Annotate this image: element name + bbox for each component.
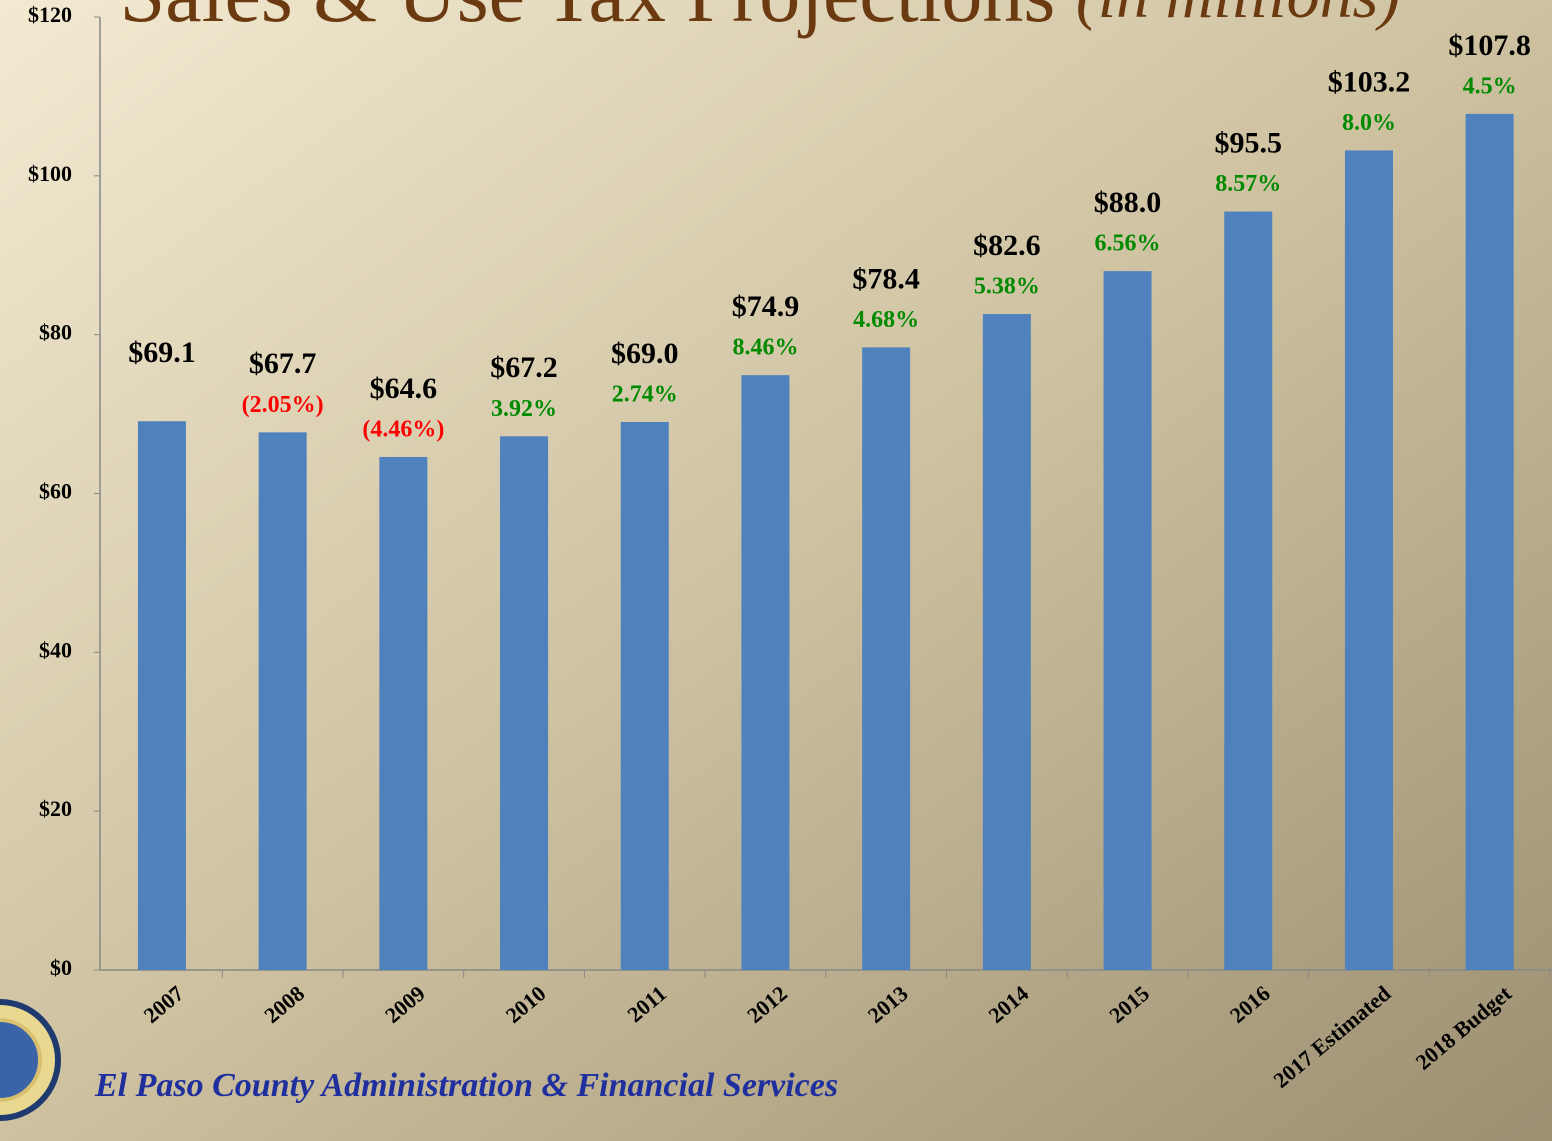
- title-main: Sales & Use Tax Projections: [120, 0, 1056, 39]
- y-tick-label: $100: [28, 161, 72, 186]
- title-sub: (in millions): [1076, 0, 1401, 32]
- value-label: $88.0: [1094, 186, 1162, 219]
- value-label: $95.5: [1215, 126, 1283, 159]
- growth-label: 4.68%: [853, 307, 919, 333]
- footer: El Paso County Administration & Financia…: [94, 1067, 838, 1104]
- growth-label: (2.05%): [242, 392, 324, 418]
- growth-label: 4.5%: [1463, 73, 1517, 99]
- value-label: $64.6: [370, 372, 438, 405]
- growth-label: 5.38%: [974, 274, 1040, 300]
- bar: [1465, 113, 1514, 971]
- growth-label: 8.0%: [1342, 110, 1396, 136]
- bar: [379, 456, 428, 970]
- value-label: $82.6: [973, 229, 1041, 262]
- y-tick-label: $20: [39, 796, 72, 821]
- seal: [0, 999, 61, 1121]
- value-label: $69.0: [611, 337, 679, 370]
- bar: [1344, 150, 1393, 971]
- y-tick-label: $40: [39, 637, 72, 662]
- y-tick-label: $60: [39, 479, 72, 504]
- bar: [741, 375, 790, 970]
- growth-label: 8.46%: [732, 335, 798, 361]
- bar: [862, 347, 911, 971]
- growth-label: 2.74%: [612, 382, 678, 408]
- bar: [620, 422, 669, 970]
- bar: [1103, 271, 1152, 971]
- value-label: $107.8: [1448, 29, 1531, 62]
- value-label: $78.4: [852, 262, 920, 295]
- bar: [982, 314, 1031, 971]
- value-label: $69.1: [128, 336, 196, 369]
- value-label: $67.2: [490, 351, 558, 384]
- bar: [500, 436, 549, 970]
- bar: [1224, 211, 1273, 971]
- value-label: $67.7: [249, 347, 317, 380]
- value-label: $74.9: [732, 290, 800, 323]
- growth-label: 6.56%: [1095, 231, 1161, 257]
- growth-label: 3.92%: [491, 396, 557, 422]
- growth-label: (4.46%): [362, 416, 444, 442]
- y-tick-label: $80: [39, 320, 72, 345]
- y-tick-label: $120: [28, 2, 72, 27]
- chart-title: Sales & Use Tax Projections (in millions…: [120, 0, 1401, 39]
- bar: [137, 421, 186, 970]
- value-label: $103.2: [1328, 65, 1411, 98]
- bar: [258, 432, 307, 971]
- y-tick-label: $0: [50, 955, 72, 980]
- growth-label: 8.57%: [1215, 171, 1281, 197]
